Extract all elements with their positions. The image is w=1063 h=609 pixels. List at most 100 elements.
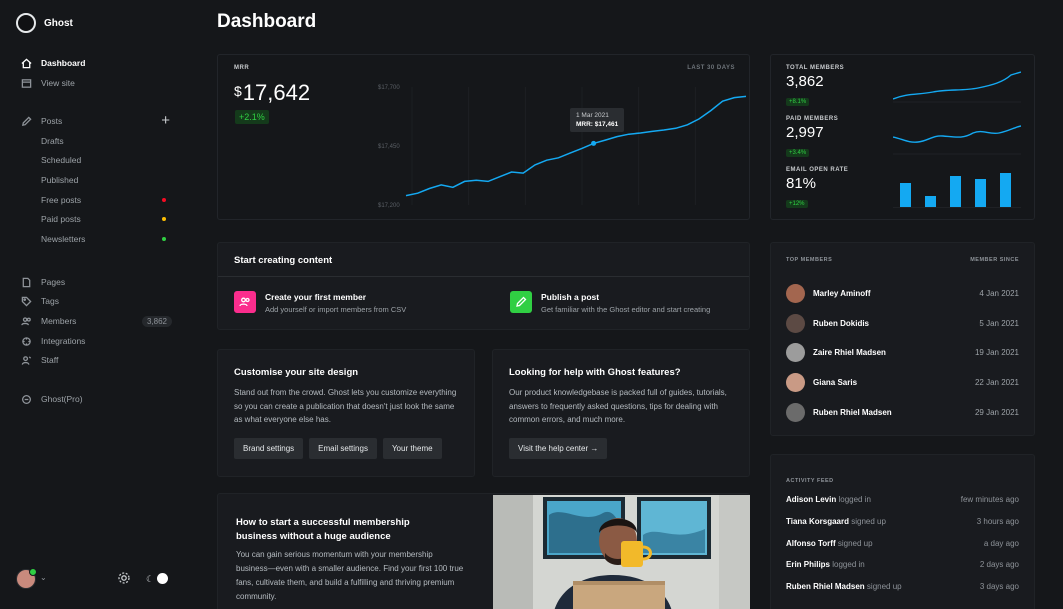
activity-row[interactable]: Ruben Rhiel Madsen signed up 3 days ago [786,582,1019,591]
activity-action: signed up [851,517,886,526]
mrr-label: MRR [234,65,250,71]
activity-row[interactable]: Adison Levin logged in few minutes ago [786,495,1019,504]
sidebar-item-label: Pages [41,277,66,287]
stat-email-open-rate: EMAIL OPEN RATE 81% +12% [786,167,848,210]
avatar [786,402,805,422]
sidebar: Ghost Dashboard View site Posts + Drafts… [0,0,190,609]
gear-icon[interactable] [117,571,131,585]
member-name: Marley Aminoff [813,288,871,298]
sidebar-item-members[interactable]: Members 3,862 [20,314,172,328]
y-tick-label: $17,700 [378,85,400,91]
member-name: Ruben Dokidis [813,318,870,328]
article-body: You can gain serious momentum with your … [236,550,464,601]
member-row[interactable]: Ruben Rhiel Madsen 29 Jan 2021 [786,402,1019,422]
sidebar-item-label: Staff [41,355,59,365]
activity-name: Ruben Rhiel Madsen [786,582,865,591]
sidebar-item-label: View site [41,78,75,88]
y-tick-label: $17,200 [378,203,400,209]
activity-row[interactable]: Tiana Korsgaard signed up 3 hours ago [786,517,1019,526]
brand-settings-button[interactable]: Brand settings [234,438,304,459]
stat-label: PAID MEMBERS [786,116,839,122]
action-subtitle: Add yourself or import members from CSV [265,305,407,314]
mrr-series-line [405,95,747,197]
toggle-knob [157,573,168,584]
activity-action: logged in [838,495,871,504]
add-post-button[interactable]: + [161,112,170,129]
member-date: 19 Jan 2021 [974,347,1019,357]
brand[interactable]: Ghost [16,13,73,33]
email-settings-button[interactable]: Email settings [309,438,377,459]
sidebar-item-published[interactable]: Published [41,173,172,187]
activity-feed-card: ACTIVITY FEED Adison Levin logged in few… [770,454,1035,609]
ghost-pro-icon [20,393,32,405]
mrr-delta-badge: +2.1% [235,110,269,124]
mrr-line-chart[interactable]: $17,700 $17,450 $17,200 [378,77,750,217]
sidebar-item-label: Drafts [41,136,64,146]
member-row[interactable]: Zaire Rhiel Madsen 19 Jan 2021 [786,342,1019,362]
page-title: Dashboard [217,11,317,32]
members-icon [234,291,256,313]
sidebar-item-label: Paid posts [41,214,81,224]
divider [218,276,749,277]
stat-value: 81% [786,175,817,192]
email-bar [950,176,961,207]
action-title: Publish a post [541,292,600,302]
help-center-button[interactable]: Visit the help center → [509,438,608,459]
email-bar [975,179,986,207]
sidebar-item-view-site[interactable]: View site [20,76,172,90]
stat-label: TOTAL MEMBERS [786,65,845,71]
activity-row[interactable]: Erin Philips logged in 2 days ago [786,560,1019,569]
sidebar-item-scheduled[interactable]: Scheduled [41,153,172,167]
mrr-range[interactable]: LAST 30 DAYS [687,65,735,71]
member-name: Zaire Rhiel Madsen [813,347,886,357]
tag-icon [20,295,32,307]
status-dot [162,237,166,241]
your-theme-button[interactable]: Your theme [382,438,442,459]
activity-time: few minutes ago [960,495,1019,504]
chevron-down-icon[interactable]: ⌄ [40,573,47,582]
activity-name: Tiana Korsgaard [786,517,849,526]
create-member-action[interactable]: Create your first member Add yourself or… [234,291,406,314]
sidebar-item-ghost-pro[interactable]: Ghost(Pro) [20,392,172,406]
card-title: Start creating content [234,255,333,266]
y-tick-label: $17,450 [378,144,400,150]
page-icon [20,276,32,288]
user-avatar[interactable] [16,568,37,589]
highlighted-data-point[interactable] [591,140,597,146]
membership-article-card[interactable]: How to start a successful membership bus… [217,493,750,609]
sidebar-item-free-posts[interactable]: Free posts [41,193,172,207]
sidebar-item-staff[interactable]: Staff [20,353,172,367]
sidebar-item-dashboard[interactable]: Dashboard [20,56,172,70]
email-bar [925,196,936,207]
sidebar-item-integrations[interactable]: Integrations [20,334,172,348]
sidebar-item-tags[interactable]: Tags [20,294,172,308]
sidebar-item-paid-posts[interactable]: Paid posts [41,212,172,226]
sidebar-item-label: Newsletters [41,234,86,244]
avatar [786,342,805,362]
member-row[interactable]: Marley Aminoff 4 Jan 2021 [786,283,1019,303]
tooltip-date: 1 Mar 2021 [576,112,609,119]
member-row[interactable]: Ruben Dokidis 5 Jan 2021 [786,313,1019,333]
activity-row[interactable]: Alfonso Torff signed up a day ago [786,539,1019,548]
sidebar-item-drafts[interactable]: Drafts [41,134,172,148]
sidebar-item-label: Members [41,316,77,326]
card-body: Stand out from the crowd. Ghost lets you… [234,388,457,424]
stat-value: 3,862 [786,73,824,90]
sidebar-item-label: Published [41,175,79,185]
stat-delta-badge: +3.4% [786,149,810,157]
sidebar-item-label: Dashboard [41,58,86,68]
sidebar-item-newsletters[interactable]: Newsletters [41,232,172,246]
integrations-icon [20,335,32,347]
sidebar-item-pages[interactable]: Pages [20,275,172,289]
publish-post-action[interactable]: Publish a post Get familiar with the Gho… [510,291,710,314]
email-bar [900,183,911,207]
activity-name: Alfonso Torff [786,539,836,548]
member-row[interactable]: Giana Saris 22 Jan 2021 [786,372,1019,392]
night-mode-toggle[interactable]: ☾ [145,572,169,585]
stat-label: EMAIL OPEN RATE [786,167,849,173]
card-body: Our product knowledgebase is packed full… [509,388,727,424]
avatar [786,283,805,303]
top-members-label: TOP MEMBERS [786,257,833,263]
customise-design-card: Customise your site design Stand out fro… [217,349,475,477]
sidebar-item-posts[interactable]: Posts + [20,112,172,129]
